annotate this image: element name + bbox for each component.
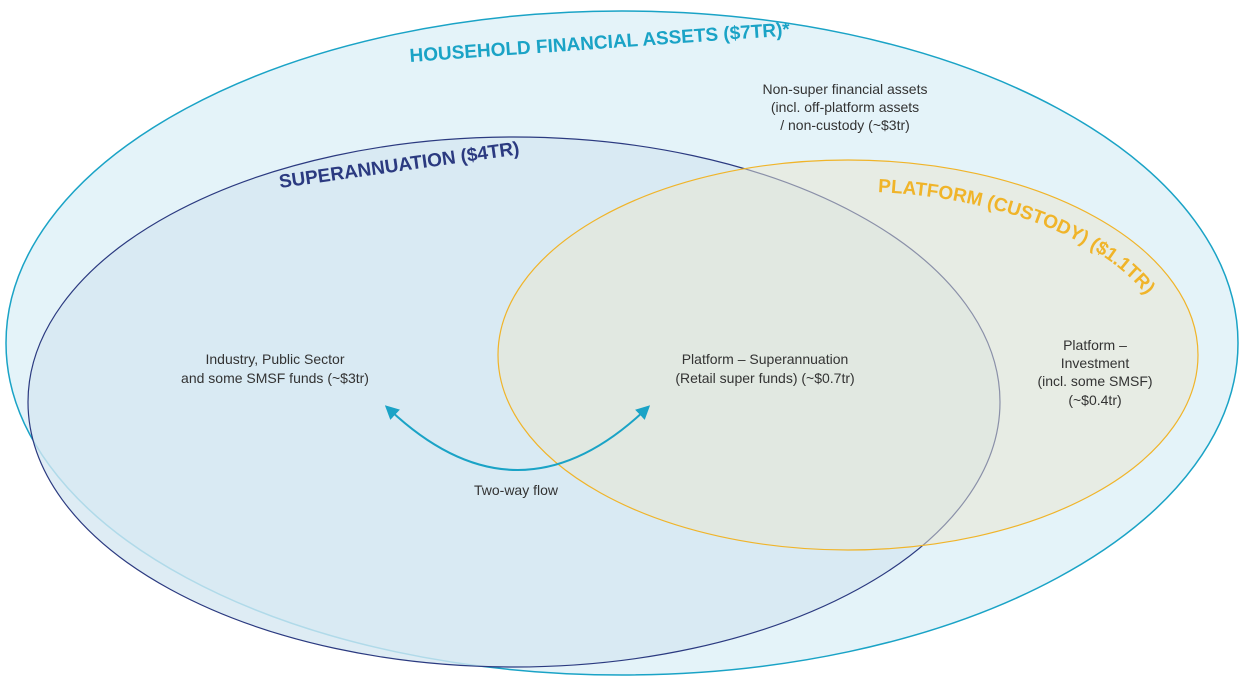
overlap-note-1: Platform – Superannuation	[682, 351, 849, 367]
platform-note-4: (~$0.4tr)	[1068, 392, 1121, 408]
household-note-1: Non-super financial assets	[763, 81, 928, 97]
super-note-2: and some SMSF funds (~$3tr)	[181, 370, 369, 386]
household-note-3: / non-custody (~$3tr)	[780, 117, 910, 133]
overlap-note-2: (Retail super funds) (~$0.7tr)	[675, 370, 854, 386]
platform-note-1: Platform –	[1063, 337, 1127, 353]
two-way-arrow	[384, 405, 651, 471]
flow-label: Two-way flow	[474, 482, 559, 498]
super-note-1: Industry, Public Sector	[205, 351, 344, 367]
platform-note-3: (incl. some SMSF)	[1037, 373, 1152, 389]
household-note-2: (incl. off-platform assets	[771, 99, 919, 115]
platform-note-2: Investment	[1061, 355, 1130, 371]
platform-ellipse	[497, 159, 1199, 551]
